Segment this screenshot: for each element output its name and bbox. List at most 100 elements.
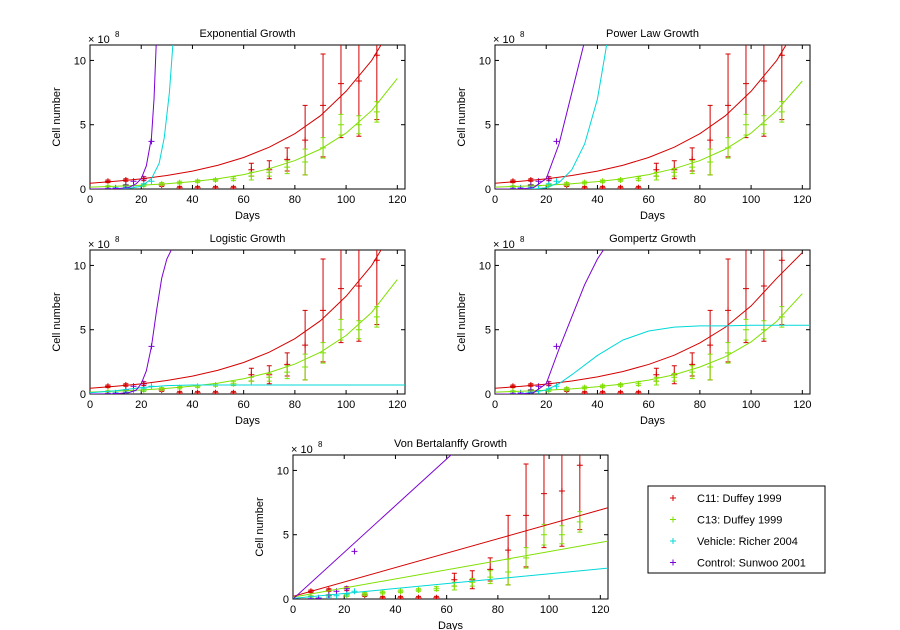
data-point <box>248 166 255 173</box>
y-exponent: 8 <box>115 30 120 39</box>
x-axis-label: Days <box>640 415 666 427</box>
data-point <box>451 583 458 590</box>
data-point <box>284 369 291 376</box>
y-tick-label: 5 <box>485 120 491 132</box>
data-point <box>355 326 362 333</box>
data-point <box>707 342 714 349</box>
y-multiplier: × 10 <box>493 34 515 46</box>
fit-line <box>495 250 605 394</box>
data-point <box>581 389 588 394</box>
fit-line <box>293 455 452 599</box>
panel: 0 20 40 60 80 100 120 0 5 10× 10 8 Gompertz Growth D… <box>456 233 811 427</box>
data-point <box>653 173 660 180</box>
x-axis-label: Days <box>640 210 666 222</box>
data-point <box>212 184 219 189</box>
x-tick-label: 60 <box>643 194 655 206</box>
x-tick-label: 80 <box>289 194 301 206</box>
data-point <box>778 257 785 264</box>
legend-marker <box>670 559 676 566</box>
x-tick-label: 40 <box>186 194 198 206</box>
data-point <box>707 137 714 144</box>
y-multiplier: × 10 <box>493 239 515 251</box>
x-tick-label: 120 <box>591 604 609 616</box>
data-point <box>505 547 512 554</box>
data-point <box>742 285 749 292</box>
legend-marker <box>670 516 676 523</box>
data-point <box>778 313 785 320</box>
data-point <box>230 389 237 394</box>
x-tick-label: 0 <box>290 604 296 616</box>
y-tick-label: 0 <box>283 594 289 606</box>
panel: 0 20 40 60 80 100 120 0 5 10× 10 8 Exponential Grow… <box>51 28 406 222</box>
fit-line <box>90 384 405 394</box>
x-tick-label: 100 <box>742 399 760 411</box>
data-point <box>707 159 714 165</box>
data-point <box>653 378 660 385</box>
data-point <box>527 182 534 189</box>
x-tick-label: 20 <box>135 399 147 411</box>
fit-line <box>90 250 172 394</box>
panel: 0 20 40 60 80 100 120 0 5 10× 10 8 Von Bertalanffy … <box>254 438 609 630</box>
data-point <box>176 184 183 189</box>
data-point <box>469 579 476 586</box>
y-tick-label: 10 <box>74 260 86 272</box>
y-tick-label: 10 <box>74 55 86 67</box>
panel: 0 20 40 60 80 100 120 0 5 10× 10 8 Logistic Growth D… <box>51 233 406 427</box>
x-tick-label: 0 <box>492 399 498 411</box>
panel-title: Logistic Growth <box>210 233 286 245</box>
data-point <box>433 594 440 599</box>
data-point <box>337 80 344 87</box>
data-point <box>433 585 440 592</box>
data-point <box>266 169 273 176</box>
data-point <box>599 389 606 394</box>
data-point <box>302 342 309 349</box>
data-point <box>760 283 767 289</box>
y-tick-label: 5 <box>80 325 86 337</box>
fit-line <box>90 45 157 189</box>
plot-area <box>89 44 406 190</box>
y-axis-label: Cell number <box>51 292 63 352</box>
x-tick-label: 60 <box>643 399 655 411</box>
y-tick-label: 10 <box>479 260 491 272</box>
data-point <box>635 184 642 189</box>
data-point <box>558 488 565 494</box>
x-tick-label: 60 <box>441 604 453 616</box>
x-tick-label: 80 <box>694 399 706 411</box>
x-tick-label: 80 <box>492 604 504 616</box>
data-point <box>617 177 624 183</box>
data-point <box>671 374 678 381</box>
data-point <box>671 169 678 176</box>
data-point <box>689 164 696 171</box>
data-point <box>635 389 642 394</box>
data-point <box>742 326 749 333</box>
data-point <box>337 121 344 128</box>
legend-label: Control: Sunwoo 2001 <box>697 558 806 570</box>
data-point <box>540 490 547 497</box>
legend: C11: Duffey 1999 C13: Duffey 1999 Vehicle:… <box>647 485 826 574</box>
data-point <box>355 121 362 128</box>
data-point <box>212 389 219 394</box>
plot-area <box>494 249 811 395</box>
panel-title: Power Law Growth <box>606 28 699 40</box>
data-point <box>379 589 386 596</box>
x-tick-label: 60 <box>238 399 250 411</box>
data-point <box>373 108 380 115</box>
data-point <box>553 343 560 350</box>
data-point <box>689 369 696 376</box>
data-point <box>337 326 344 333</box>
y-tick-label: 0 <box>485 184 491 196</box>
data-point <box>355 283 362 289</box>
x-tick-label: 120 <box>388 399 406 411</box>
x-tick-label: 120 <box>793 399 811 411</box>
y-tick-label: 10 <box>277 465 289 477</box>
data-point <box>248 173 255 180</box>
legend-label: Vehicle: Richer 2004 <box>697 536 798 548</box>
data-point <box>194 389 201 394</box>
x-tick-label: 120 <box>793 194 811 206</box>
y-multiplier: × 10 <box>88 34 110 46</box>
legend-box <box>647 485 826 574</box>
x-tick-label: 40 <box>186 399 198 411</box>
x-axis-label: Days <box>235 415 261 427</box>
data-point <box>194 184 201 189</box>
